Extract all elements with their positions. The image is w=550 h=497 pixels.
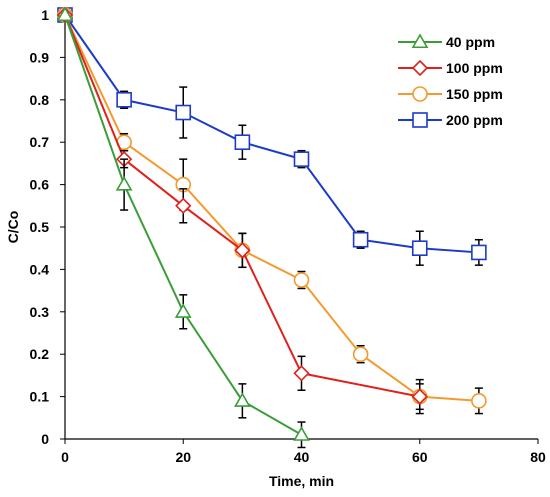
data-point: [234, 242, 251, 259]
legend-marker: [412, 86, 428, 102]
data-point: [175, 104, 192, 121]
series-line: [64, 14, 479, 402]
legend-item: 40 ppm: [398, 33, 495, 50]
x-tick-label: 80: [530, 449, 546, 465]
legend-label: 200 ppm: [446, 112, 503, 128]
data-point: [352, 346, 369, 363]
data-point: [293, 426, 310, 441]
y-tick-label: 0: [41, 431, 49, 447]
y-tick-label: 0.5: [30, 219, 50, 235]
x-tick-label: 20: [175, 449, 191, 465]
legend-label: 40 ppm: [446, 34, 495, 50]
legend-item: 200 ppm: [398, 112, 503, 128]
data-point: [234, 134, 251, 150]
data-point: [293, 272, 310, 288]
series-200-ppm: [57, 7, 487, 266]
data-point: [293, 151, 310, 167]
x-tick-label: 60: [412, 449, 428, 465]
series-layer: [56, 6, 487, 449]
data-point: [352, 231, 369, 248]
legend: 40 ppm 100 ppm 150 ppm 200 ppm: [398, 33, 503, 128]
legend-item: 100 ppm: [398, 59, 503, 77]
y-tick-label: 0.9: [30, 49, 50, 65]
series-100-ppm: [56, 6, 428, 411]
data-point: [56, 6, 74, 22]
y-tick-label: 0.3: [30, 304, 50, 320]
y-tick-label: 0.8: [30, 92, 50, 108]
legend-label: 150 ppm: [446, 86, 503, 102]
data-point: [115, 175, 133, 191]
data-point: [233, 392, 251, 407]
data-point: [411, 240, 428, 256]
y-tick-label: 0.7: [30, 134, 50, 150]
legend-label: 100 ppm: [446, 60, 503, 76]
y-tick-label: 0.4: [30, 261, 50, 277]
x-tick-label: 0: [61, 449, 69, 465]
series-40-ppm: [56, 6, 310, 449]
data-point: [471, 393, 487, 409]
y-tick-label: 0.1: [30, 389, 50, 405]
y-tick-label: 1: [41, 7, 49, 23]
series-line: [64, 14, 479, 254]
data-point: [293, 365, 310, 382]
series-line: [64, 14, 420, 398]
ticks: 0 20 40 60 80 0 0.1 0.2 0.3 0.4 0.5 0.6 0.7 0.8 0.9 1: [30, 7, 546, 465]
legend-marker: [411, 33, 429, 49]
data-point: [174, 303, 192, 318]
data-point: [175, 197, 192, 214]
y-axis-title: C/Co: [5, 211, 21, 244]
x-tick-label: 40: [294, 449, 310, 465]
legend-marker: [412, 112, 428, 128]
legend-marker: [411, 59, 429, 77]
y-tick-label: 0.6: [30, 177, 50, 193]
legend-item: 150 ppm: [398, 86, 503, 102]
data-point: [116, 92, 132, 108]
series-line: [64, 14, 302, 436]
x-axis-title: Time, min: [269, 473, 334, 489]
y-tick-label: 0.2: [30, 346, 50, 362]
data-point: [471, 244, 487, 261]
data-point: [411, 388, 428, 405]
